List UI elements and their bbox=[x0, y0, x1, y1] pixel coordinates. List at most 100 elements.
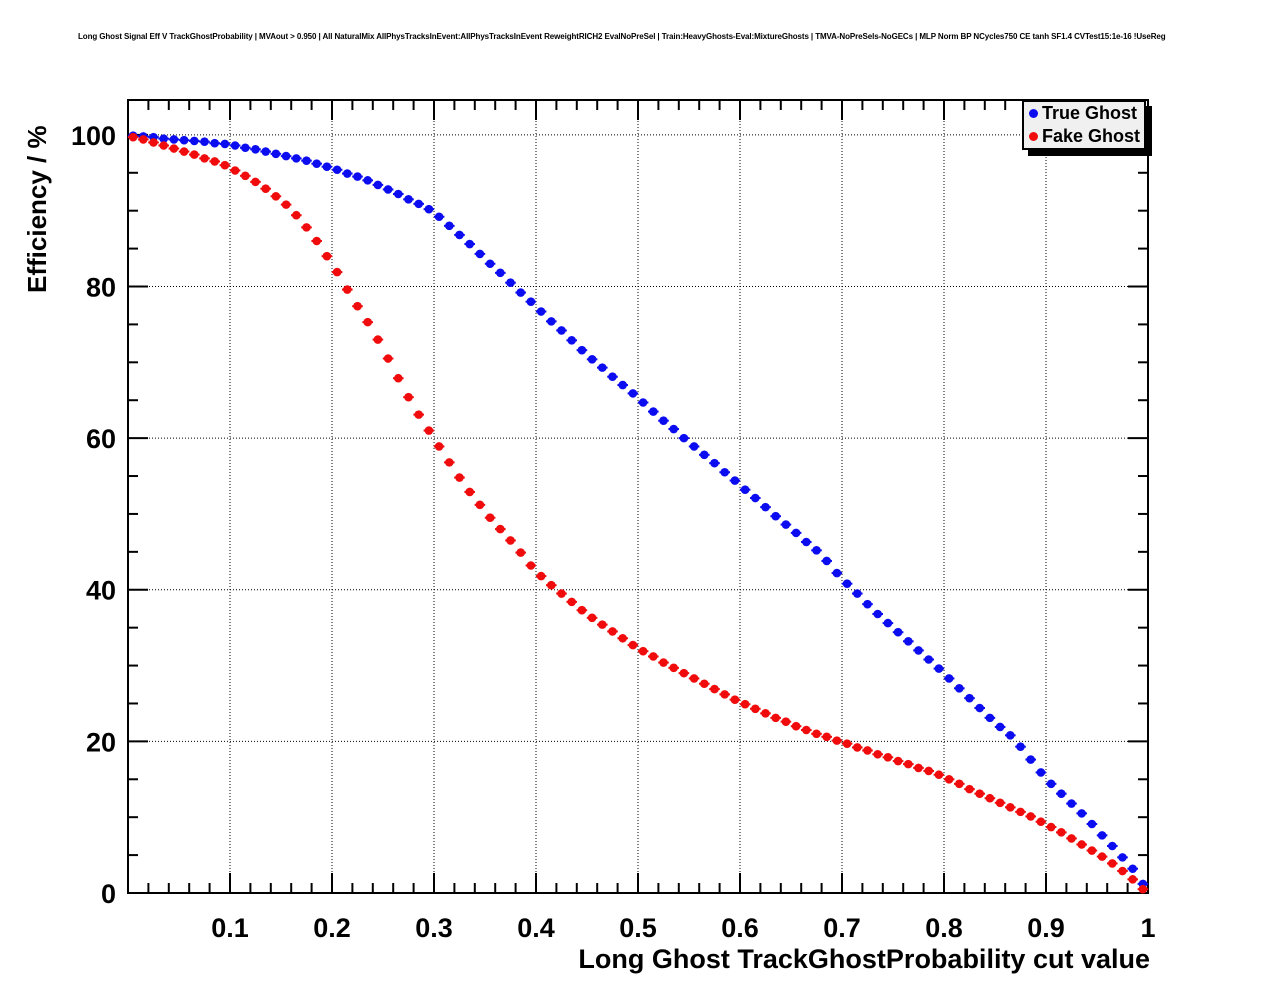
marker-fake-ghost bbox=[1056, 828, 1067, 837]
marker-true-ghost bbox=[852, 589, 863, 598]
marker-fake-ghost bbox=[342, 285, 353, 294]
marker-true-ghost bbox=[454, 230, 465, 240]
marker-fake-ghost bbox=[1076, 840, 1087, 849]
legend-label: Fake Ghost bbox=[1042, 126, 1141, 146]
marker-true-ghost bbox=[811, 546, 822, 555]
marker-true-ghost bbox=[362, 176, 373, 185]
marker-true-ghost bbox=[658, 416, 669, 425]
legend-label: True Ghost bbox=[1042, 103, 1138, 123]
marker-true-ghost bbox=[382, 185, 394, 194]
marker-fake-ghost bbox=[535, 571, 547, 581]
x-tick-label: 0.1 bbox=[211, 913, 249, 943]
marker-fake-ghost bbox=[1015, 807, 1026, 817]
marker-true-ghost bbox=[219, 139, 231, 149]
marker-true-ghost bbox=[750, 493, 761, 503]
marker-fake-ghost bbox=[219, 160, 231, 170]
marker-fake-ghost bbox=[780, 717, 792, 726]
marker-fake-ghost bbox=[178, 147, 190, 156]
marker-true-ghost bbox=[474, 249, 486, 259]
marker-true-ghost bbox=[607, 372, 618, 382]
marker-fake-ghost bbox=[546, 580, 557, 590]
marker-true-ghost bbox=[1045, 779, 1057, 789]
marker-true-ghost bbox=[882, 618, 894, 628]
marker-true-ghost bbox=[678, 433, 690, 443]
marker-true-ghost bbox=[790, 528, 802, 538]
marker-fake-ghost bbox=[872, 749, 883, 759]
marker-true-ghost bbox=[525, 297, 537, 306]
marker-fake-ghost bbox=[882, 752, 894, 762]
marker-fake-ghost bbox=[311, 236, 322, 246]
x-tick-label: 0.9 bbox=[1027, 913, 1065, 943]
marker-true-ghost bbox=[923, 655, 934, 664]
marker-true-ghost bbox=[260, 147, 271, 156]
x-tick-label: 0.7 bbox=[823, 913, 861, 943]
marker-fake-ghost bbox=[260, 184, 271, 194]
marker-fake-ghost bbox=[709, 684, 720, 694]
marker-fake-ghost bbox=[739, 699, 751, 709]
marker-true-ghost bbox=[505, 278, 516, 288]
marker-true-ghost bbox=[158, 134, 169, 143]
marker-fake-ghost bbox=[229, 166, 241, 175]
marker-true-ghost bbox=[913, 646, 924, 655]
marker-fake-ghost bbox=[127, 132, 139, 142]
marker-true-ghost bbox=[903, 637, 914, 646]
x-tick-label: 1 bbox=[1140, 913, 1155, 943]
marker-true-ghost bbox=[1096, 831, 1108, 840]
marker-fake-ghost bbox=[719, 690, 730, 699]
marker-fake-ghost bbox=[913, 763, 924, 773]
marker-true-ghost bbox=[1086, 819, 1098, 829]
marker-fake-ghost bbox=[474, 500, 486, 510]
marker-fake-ghost bbox=[974, 789, 985, 798]
marker-fake-ghost bbox=[862, 746, 873, 755]
marker-fake-ghost bbox=[148, 138, 159, 147]
marker-true-ghost bbox=[393, 189, 404, 199]
marker-true-ghost bbox=[760, 502, 771, 512]
y-tick-label: 20 bbox=[86, 727, 116, 757]
marker-true-ghost bbox=[872, 609, 883, 619]
true-ghost-marker-icon bbox=[1029, 109, 1038, 118]
marker-fake-ghost bbox=[841, 739, 853, 748]
marker-fake-ghost bbox=[1066, 834, 1077, 843]
marker-fake-ghost bbox=[138, 135, 149, 144]
marker-fake-ghost bbox=[209, 157, 220, 166]
marker-true-ghost bbox=[1107, 841, 1118, 851]
x-axis-title: Long Ghost TrackGhostProbability cut val… bbox=[578, 944, 1150, 974]
marker-fake-ghost bbox=[1025, 812, 1036, 821]
marker-true-ghost bbox=[1035, 768, 1047, 777]
marker-fake-ghost bbox=[158, 141, 169, 150]
marker-fake-ghost bbox=[1127, 875, 1138, 884]
marker-true-ghost bbox=[1076, 809, 1087, 818]
marker-fake-ghost bbox=[505, 536, 516, 545]
marker-fake-ghost bbox=[821, 732, 832, 742]
y-tick-label: 60 bbox=[86, 424, 116, 454]
marker-fake-ghost bbox=[495, 524, 506, 534]
marker-fake-ghost bbox=[984, 793, 996, 803]
marker-fake-ghost bbox=[903, 759, 914, 769]
marker-true-ghost bbox=[862, 599, 873, 609]
marker-true-ghost bbox=[627, 389, 639, 398]
marker-true-ghost bbox=[352, 172, 363, 181]
marker-true-ghost bbox=[831, 568, 843, 578]
marker-true-ghost bbox=[403, 195, 414, 204]
marker-fake-ghost bbox=[627, 640, 639, 650]
marker-fake-ghost bbox=[423, 426, 435, 435]
marker-true-ghost bbox=[321, 162, 333, 172]
marker-fake-ghost bbox=[484, 513, 496, 523]
y-tick-label: 80 bbox=[86, 272, 116, 302]
marker-fake-ghost bbox=[372, 335, 384, 344]
marker-fake-ghost bbox=[892, 756, 904, 766]
marker-true-ghost bbox=[688, 442, 700, 451]
marker-fake-ghost bbox=[678, 668, 690, 678]
marker-true-ghost bbox=[546, 317, 557, 326]
marker-true-ghost bbox=[1015, 742, 1026, 751]
marker-fake-ghost bbox=[199, 154, 210, 163]
marker-true-ghost bbox=[280, 151, 292, 161]
marker-true-ghost bbox=[729, 476, 741, 485]
marker-true-ghost bbox=[178, 135, 190, 145]
marker-fake-ghost bbox=[189, 150, 200, 159]
marker-true-ghost bbox=[892, 627, 904, 637]
marker-fake-ghost bbox=[933, 770, 945, 780]
marker-true-ghost bbox=[576, 345, 588, 355]
marker-true-ghost bbox=[943, 674, 955, 683]
